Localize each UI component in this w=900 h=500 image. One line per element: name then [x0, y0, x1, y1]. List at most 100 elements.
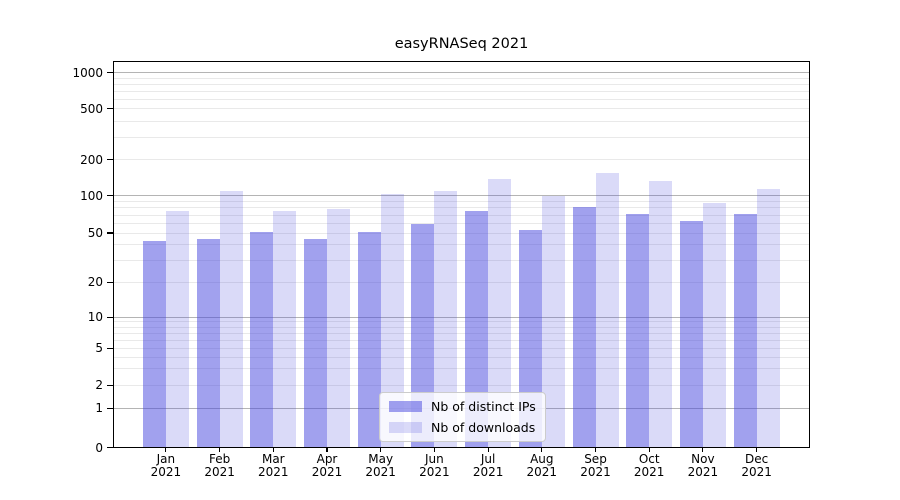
- x-tick-label: Nov 2021: [671, 452, 735, 480]
- bar-downloads-jul: [488, 179, 512, 448]
- x-tick-mark: [272, 448, 274, 452]
- x-tick-label: Jan 2021: [134, 452, 198, 480]
- minor-gridline: [113, 321, 810, 323]
- minor-gridline: [113, 347, 810, 349]
- x-tick-mark: [594, 448, 597, 452]
- x-tick-year: 2021: [687, 465, 719, 479]
- legend-item-downloads: Nb of downloads: [389, 420, 536, 435]
- y-tick-mark: [107, 232, 113, 234]
- x-tick-year: 2021: [580, 465, 611, 479]
- legend-label-downloads: Nb of downloads: [431, 420, 536, 435]
- x-tick-year: 2021: [204, 465, 235, 479]
- x-tick-mark: [648, 448, 650, 452]
- y-tick-mark: [107, 108, 113, 110]
- minor-gridline: [113, 90, 810, 92]
- minor-gridline: [113, 326, 810, 328]
- x-tick-month: Jul: [480, 451, 496, 466]
- x-tick-mark: [487, 448, 489, 452]
- bar-downloads-sep: [595, 173, 619, 448]
- bar-downloads-feb: [219, 190, 243, 448]
- minor-gridline: [113, 356, 810, 358]
- y-tick-label: 2: [95, 378, 103, 393]
- bar-ips-jun: [411, 224, 435, 448]
- bar-ips-may: [357, 231, 381, 448]
- bar-downloads-jan: [165, 211, 189, 448]
- legend: Nb of distinct IPs Nb of downloads: [379, 392, 546, 442]
- major-gridline: [113, 72, 810, 73]
- y-tick-mark: [107, 281, 113, 283]
- x-tick-year: 2021: [311, 465, 343, 479]
- y-tick-mark: [107, 407, 113, 409]
- y-tick-label: 20: [87, 275, 103, 290]
- x-tick-year: 2021: [365, 465, 396, 479]
- x-tick-mark: [219, 448, 221, 452]
- y-tick-mark: [107, 71, 113, 74]
- x-tick-mark: [702, 448, 704, 452]
- y-tick-label: 1: [95, 401, 103, 416]
- minor-gridline: [113, 207, 810, 209]
- x-tick-label: Apr 2021: [295, 451, 359, 480]
- bar-ips-jan: [142, 241, 166, 448]
- x-tick-year: 2021: [472, 465, 504, 479]
- minor-gridline: [113, 368, 810, 370]
- major-gridline: [113, 195, 810, 197]
- minor-gridline: [113, 120, 810, 122]
- y-tick-label: 100: [80, 188, 103, 203]
- y-tick-mark: [107, 347, 113, 349]
- x-tick-mark: [165, 448, 167, 452]
- minor-gridline: [113, 159, 810, 161]
- bar-ips-apr: [304, 238, 327, 448]
- bar-downloads-jun: [434, 191, 458, 448]
- minor-gridline: [113, 222, 810, 224]
- legend-swatch-distinct-ips: [389, 401, 422, 412]
- x-tick-month: May: [368, 451, 394, 466]
- minor-gridline: [113, 201, 810, 202]
- bar-ips-feb: [196, 238, 220, 448]
- minor-gridline: [113, 136, 810, 138]
- bar-downloads-aug: [541, 195, 565, 448]
- x-tick-mark: [380, 448, 382, 452]
- y-tick-mark: [107, 446, 113, 449]
- legend-swatch-downloads: [389, 422, 422, 433]
- x-tick-label: Sep 2021: [564, 452, 628, 480]
- x-tick-label: Oct 2021: [617, 452, 681, 480]
- bar-downloads-oct: [649, 181, 673, 448]
- minor-gridline: [113, 98, 810, 100]
- x-tick-year: 2021: [741, 465, 772, 479]
- x-tick-mark: [433, 448, 435, 452]
- x-tick-label: May 2021: [349, 451, 413, 480]
- y-tick-mark: [107, 195, 113, 197]
- x-tick-mark: [541, 448, 543, 452]
- x-tick-label: Aug 2021: [510, 452, 574, 480]
- x-tick-year: 2021: [526, 465, 558, 479]
- y-tick-mark: [107, 316, 113, 318]
- legend-item-distinct-ips: Nb of distinct IPs: [389, 399, 536, 414]
- legend-label-distinct-ips: Nb of distinct IPs: [431, 399, 536, 414]
- y-tick-label: 1000: [72, 65, 103, 80]
- minor-gridline: [113, 214, 810, 216]
- x-tick-year: 2021: [633, 465, 665, 479]
- x-tick-label: Dec 2021: [725, 451, 789, 480]
- y-tick-mark: [107, 159, 113, 161]
- x-tick-label: Feb 2021: [188, 452, 252, 480]
- minor-gridline: [113, 259, 810, 261]
- bar-ips-oct: [626, 214, 650, 448]
- bar-ips-mar: [250, 231, 274, 448]
- chart-title: easyRNASeq 2021: [394, 36, 529, 52]
- y-tick-label: 5: [95, 341, 103, 356]
- bar-downloads-mar: [273, 210, 297, 448]
- x-tick-month: Mar: [261, 451, 285, 466]
- major-gridline: [113, 316, 810, 318]
- minor-gridline: [113, 244, 810, 246]
- x-tick-label: Mar 2021: [241, 451, 305, 480]
- x-tick-label: Jul 2021: [456, 451, 520, 480]
- x-tick-year: 2021: [150, 465, 182, 479]
- minor-gridline: [113, 339, 810, 341]
- y-tick-label: 50: [87, 226, 103, 240]
- x-tick-month: Jun: [425, 451, 444, 466]
- x-tick-mark: [756, 448, 758, 452]
- x-tick-year: 2021: [419, 465, 450, 479]
- x-tick-month: Dec: [744, 451, 769, 466]
- x-tick-month: Apr: [316, 451, 338, 466]
